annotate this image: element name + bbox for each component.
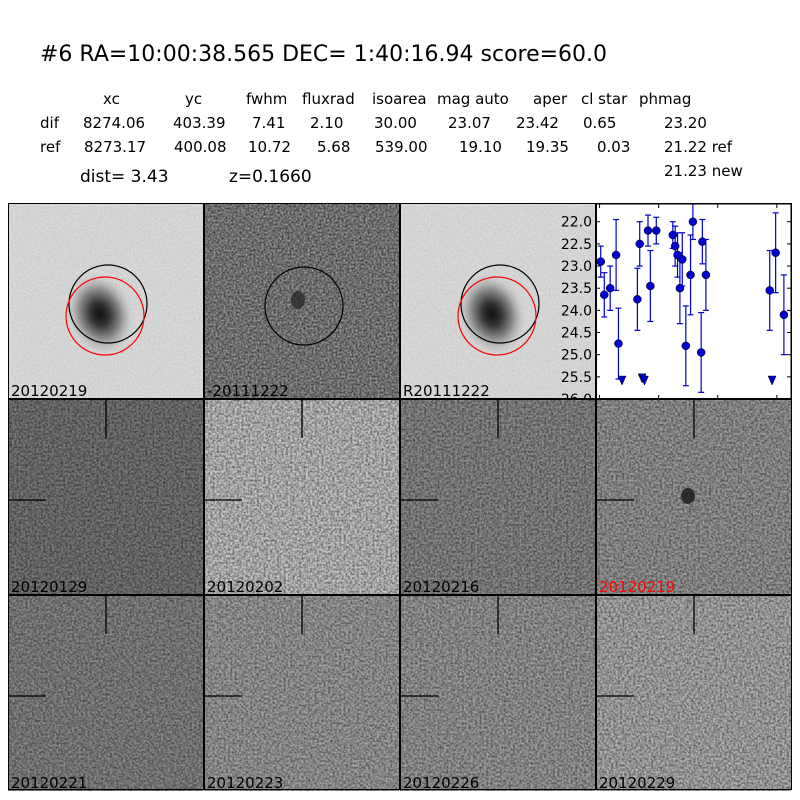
ref-aperture-circle [68, 264, 148, 344]
image-panel-ref: R20111222 [400, 204, 595, 399]
data-point [688, 217, 698, 226]
data-point [686, 270, 695, 280]
stamp-panel: 20120219 [596, 400, 791, 595]
data-point [614, 339, 623, 348]
y-tick-label: 23.0 [561, 259, 592, 275]
ref-yc: 400.08 [174, 138, 227, 156]
panel-date-label: -20111222 [207, 382, 289, 399]
stamp-panel: 20120223 [204, 596, 399, 791]
dif-fluxrad: 2.10 [310, 114, 344, 132]
panel-date-label: 20120219 [11, 382, 88, 399]
grid-divider [8, 398, 792, 400]
stamp-date-label: 20120219 [599, 578, 676, 595]
data-point [646, 281, 655, 291]
ref-fluxrad: 5.68 [317, 138, 351, 156]
ref-aper: 19.35 [526, 138, 569, 156]
col-header-cl-star: cl star [581, 90, 628, 108]
data-point [765, 286, 774, 295]
ref-aperture-circle [460, 264, 540, 344]
grid-divider [8, 594, 792, 596]
dif-xc: 8274.06 [83, 114, 146, 132]
col-header-isoarea: isoarea [372, 90, 427, 108]
data-point [652, 226, 661, 235]
stamp-date-label: 20120229 [599, 774, 676, 791]
y-tick-label: 25.5 [561, 370, 592, 386]
data-point [605, 283, 615, 293]
col-header-phmag: phmag [639, 90, 692, 108]
diff-aperture-circle [264, 266, 344, 346]
light-curve-chart: 22.022.523.023.524.024.525.025.526.00501… [561, 203, 792, 421]
stamp-date-label: 20120216 [403, 578, 480, 595]
upper-limit-marker [640, 375, 649, 386]
col-header-fwhm: fwhm [246, 90, 288, 108]
new-aperture-circle [457, 276, 537, 356]
y-tick-label: 22.5 [561, 237, 592, 253]
image-panel-new: 20120219 [8, 204, 203, 399]
dif-yc: 403.39 [173, 114, 226, 132]
dif-fwhm: 7.41 [252, 114, 286, 132]
grid-divider [595, 203, 597, 790]
stamp-panel: 20120229 [596, 596, 791, 791]
dif-aper: 23.42 [516, 114, 559, 132]
dist-value: dist= 3.43 [80, 167, 169, 187]
dif-mag-auto: 23.07 [448, 114, 491, 132]
data-point [633, 295, 642, 304]
y-tick-label: 24.0 [561, 303, 592, 319]
upper-limit-marker [617, 375, 627, 386]
new-phmag: 21.23 new [664, 162, 743, 180]
data-point [779, 310, 789, 320]
data-point [643, 226, 653, 235]
ref-fwhm: 10.72 [248, 138, 291, 156]
redshift-value: z=0.1660 [229, 167, 312, 187]
data-point [635, 239, 644, 249]
ref-mag-auto: 19.10 [459, 138, 502, 156]
stamp-date-label: 20120129 [11, 578, 88, 595]
ref-cl-star: 0.03 [597, 138, 631, 156]
new-aperture-circle [65, 276, 145, 356]
stamp-panel: 20120226 [400, 596, 595, 791]
data-point [678, 255, 687, 264]
stamp-date-label: 20120202 [207, 578, 284, 595]
col-header-aper: aper [533, 90, 568, 108]
data-point [611, 250, 621, 260]
col-header-xc: xc [103, 90, 120, 108]
dif-cl-star: 0.65 [583, 114, 617, 132]
col-header-mag-auto: mag auto [437, 90, 509, 108]
y-tick-label: 22.0 [561, 215, 592, 231]
stamp-date-label: 20120223 [207, 774, 284, 791]
ref-isoarea: 539.00 [375, 138, 428, 156]
stamp-panel: 20120216 [400, 400, 595, 595]
row-label-dif: dif [40, 114, 59, 132]
stamp-panel: 20120221 [8, 596, 203, 791]
data-point [771, 248, 780, 257]
y-tick-label: 23.5 [561, 281, 592, 297]
dif-isoarea: 30.00 [374, 114, 417, 132]
dif-phmag: 23.20 [664, 114, 707, 132]
ref-phmag: 21.22 ref [664, 138, 733, 156]
col-header-fluxrad: fluxrad [302, 90, 355, 108]
row-label-ref: ref [40, 138, 61, 156]
data-point [681, 341, 691, 351]
y-tick-label: 25.0 [561, 348, 592, 364]
y-tick-label: 24.5 [561, 326, 592, 342]
grid-divider [399, 203, 401, 790]
stamp-panel: 20120202 [204, 400, 399, 595]
data-point [696, 348, 706, 357]
data-point [600, 290, 609, 300]
stamp-panel: 20120129 [8, 400, 203, 595]
stamp-date-label: 20120221 [11, 774, 88, 791]
ref-xc: 8273.17 [84, 138, 147, 156]
stamp-date-label: 20120226 [403, 774, 480, 791]
panel-date-label: R20111222 [403, 382, 490, 399]
image-panel-diff: -20111222 [204, 204, 399, 399]
data-point [701, 270, 711, 280]
col-header-yc: yc [185, 90, 203, 108]
page-title: #6 RA=10:00:38.565 DEC= 1:40:16.94 score… [40, 42, 608, 67]
data-point [596, 257, 605, 266]
upper-limit-marker [767, 375, 777, 386]
grid-divider [203, 203, 205, 790]
